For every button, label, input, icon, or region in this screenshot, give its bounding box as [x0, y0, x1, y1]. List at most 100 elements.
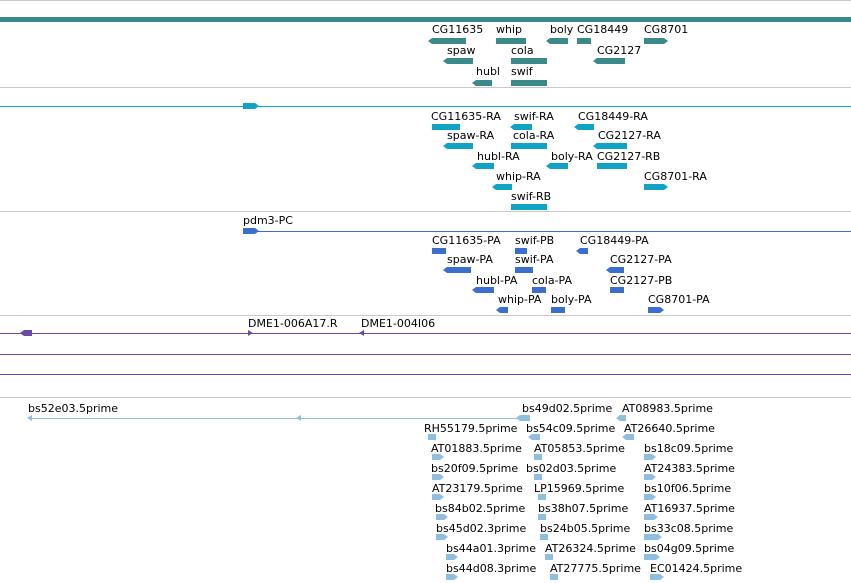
strand-arrow-icon: [296, 415, 301, 421]
feature-glyph[interactable]: [532, 434, 540, 440]
feature-glyph[interactable]: [551, 307, 565, 313]
feature-label: spaw-RA: [447, 129, 495, 142]
feature-glyph[interactable]: [610, 267, 624, 273]
feature-glyph[interactable]: [511, 143, 547, 149]
strand-arrow-icon: [496, 307, 500, 313]
feature-label: AT05853.5prime: [534, 442, 625, 455]
feature-glyph[interactable]: [644, 38, 664, 44]
feature-glyph[interactable]: [644, 474, 652, 480]
feature-glyph[interactable]: [511, 80, 547, 86]
feature-glyph[interactable]: [550, 163, 568, 169]
feature-glyph[interactable]: [580, 248, 588, 254]
feature-glyph[interactable]: [520, 415, 530, 421]
feature-glyph[interactable]: [534, 474, 542, 480]
feature-glyph[interactable]: [436, 514, 444, 520]
strand-arrow-icon: [443, 267, 447, 273]
feature-glyph[interactable]: [496, 38, 526, 44]
feature-glyph[interactable]: [644, 454, 652, 460]
strand-arrow-icon: [359, 330, 364, 336]
feature-label: bs45d02.3prime: [436, 522, 527, 535]
feature-glyph[interactable]: [644, 554, 656, 560]
feature-label: CG2127-RB: [597, 150, 661, 163]
feature-glyph[interactable]: [511, 58, 547, 64]
feature-glyph[interactable]: [432, 248, 446, 254]
feature-glyph[interactable]: [515, 267, 533, 273]
feature-label: AT08983.5prime: [622, 402, 713, 415]
feature-glyph[interactable]: [597, 163, 627, 169]
feature-glyph[interactable]: [644, 494, 652, 500]
feature-glyph[interactable]: [545, 554, 553, 560]
feature-glyph[interactable]: [428, 434, 436, 440]
feature-glyph[interactable]: [610, 287, 624, 293]
strand-arrow-icon: [546, 163, 550, 169]
strand-arrow-icon: [574, 124, 578, 130]
feature-glyph[interactable]: [447, 58, 473, 64]
feature-glyph[interactable]: [24, 330, 32, 336]
feature-line: [30, 418, 520, 419]
strand-arrow-icon: [658, 534, 662, 540]
feature-glyph[interactable]: [597, 143, 627, 149]
feature-glyph[interactable]: [432, 474, 440, 480]
feature-glyph[interactable]: [550, 574, 558, 580]
feature-glyph[interactable]: [476, 80, 492, 86]
feature-glyph[interactable]: [436, 534, 444, 540]
strand-arrow-icon: [472, 163, 476, 169]
feature-glyph[interactable]: [538, 514, 546, 520]
feature-glyph[interactable]: [446, 574, 454, 580]
feature-label: whip-RA: [496, 170, 541, 183]
feature-glyph[interactable]: [514, 124, 532, 130]
feature-glyph[interactable]: [243, 228, 255, 234]
feature-glyph[interactable]: [644, 184, 664, 190]
strand-arrow-icon: [654, 514, 658, 520]
feature-glyph[interactable]: [644, 534, 658, 540]
strand-arrow-icon: [440, 494, 444, 500]
feature-glyph[interactable]: [650, 574, 660, 580]
feature-glyph[interactable]: [577, 38, 591, 44]
feature-glyph[interactable]: [540, 534, 548, 540]
feature-glyph[interactable]: [620, 415, 626, 421]
strand-arrow-icon: [248, 330, 253, 336]
track-separator: [0, 211, 851, 212]
feature-glyph[interactable]: [432, 454, 440, 460]
feature-glyph[interactable]: [432, 494, 440, 500]
strand-arrow-icon: [440, 474, 444, 480]
feature-glyph[interactable]: [550, 38, 568, 44]
feature-glyph[interactable]: [597, 58, 625, 64]
feature-label: CG8701-RA: [644, 170, 707, 183]
feature-label: AT16937.5prime: [644, 502, 735, 515]
feature-glyph[interactable]: [532, 287, 546, 293]
feature-glyph[interactable]: [578, 124, 594, 130]
feature-glyph[interactable]: [476, 163, 494, 169]
feature-label: cola: [511, 44, 534, 57]
strand-arrow-icon: [516, 415, 520, 421]
gene-region-bar: [0, 17, 851, 22]
feature-label: AT26324.5prime: [545, 542, 636, 555]
feature-glyph[interactable]: [432, 38, 466, 44]
feature-glyph[interactable]: [644, 514, 654, 520]
strand-arrow-icon: [492, 184, 496, 190]
feature-label: bs54c09.5prime: [526, 422, 616, 435]
feature-glyph[interactable]: [511, 204, 547, 210]
feature-glyph[interactable]: [243, 103, 255, 109]
feature-glyph[interactable]: [626, 434, 634, 440]
feature-glyph[interactable]: [447, 267, 471, 273]
feature-glyph[interactable]: [432, 124, 460, 130]
feature-glyph[interactable]: [446, 554, 454, 560]
feature-label: CG11635-PA: [432, 234, 501, 247]
feature-label: bs84b02.5prime: [435, 502, 526, 515]
feature-glyph[interactable]: [476, 287, 494, 293]
feature-label: CG8701: [644, 23, 689, 36]
feature-glyph[interactable]: [496, 184, 512, 190]
track-separator: [0, 315, 851, 316]
feature-glyph[interactable]: [447, 143, 473, 149]
feature-glyph[interactable]: [500, 307, 508, 313]
feature-label: CG11635-RA: [431, 110, 501, 123]
feature-glyph[interactable]: [515, 248, 527, 254]
feature-line: [0, 354, 851, 355]
feature-glyph[interactable]: [534, 454, 542, 460]
strand-arrow-icon: [443, 143, 447, 149]
feature-glyph[interactable]: [538, 494, 546, 500]
feature-line: [243, 231, 851, 232]
feature-glyph[interactable]: [648, 307, 660, 313]
